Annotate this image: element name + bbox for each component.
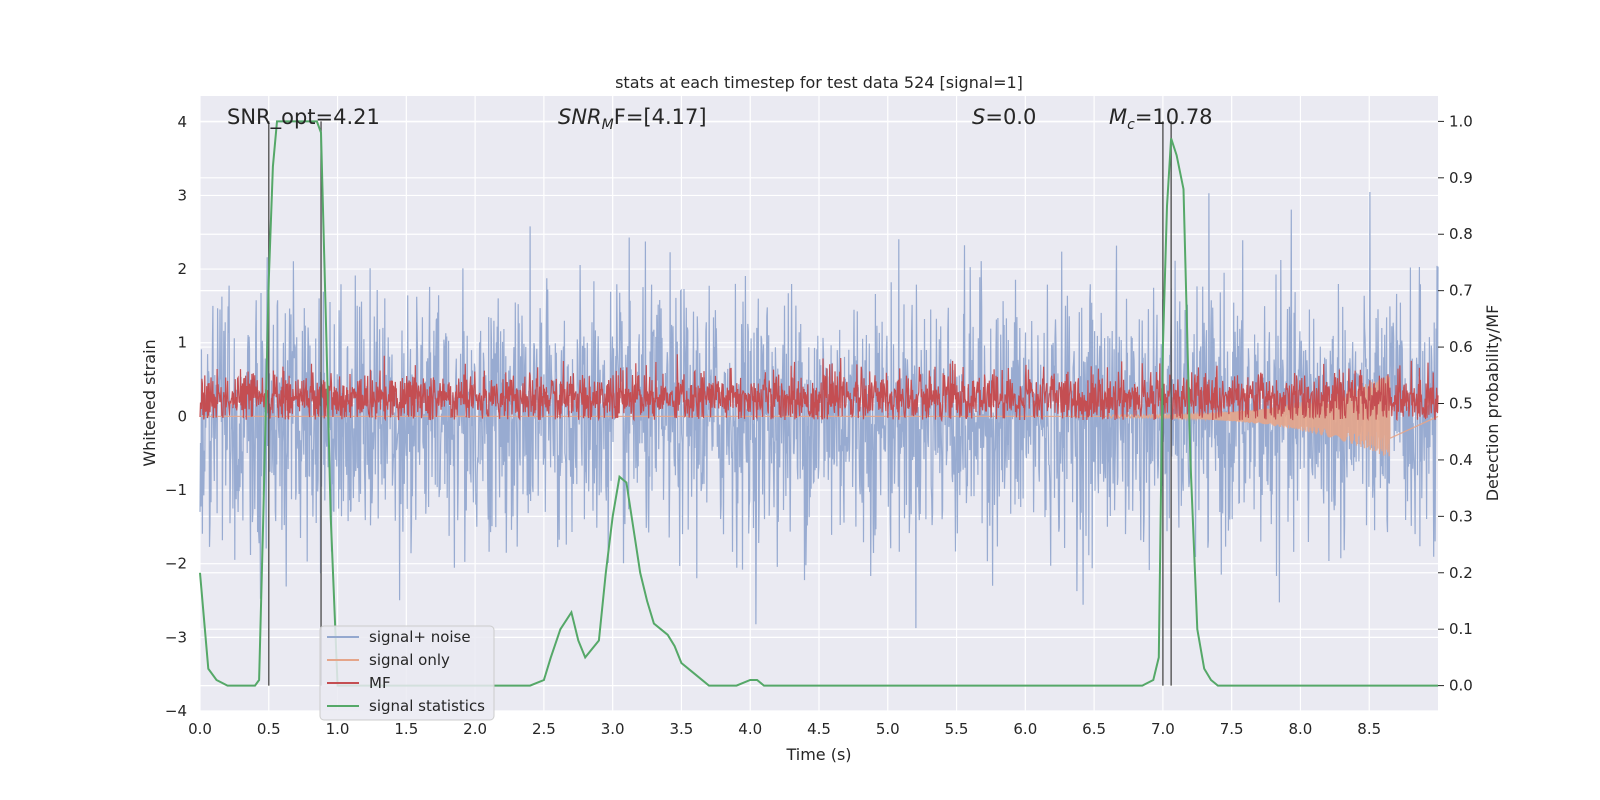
series-mf [199,354,1439,423]
y-tick-label-3: 1 [177,334,187,352]
x-tick-label-2: 1.0 [326,720,350,738]
y2-tick-label-9: 0.1 [1449,620,1473,638]
y-tick-label-1: 3 [177,186,187,204]
x-tick-label-12: 6.0 [1013,720,1037,738]
signal-statistics-line [199,120,1438,687]
x-tick-label-16: 8.0 [1289,720,1313,738]
y2-tick-label-6: 0.4 [1449,451,1473,469]
y2-tick-label-2: 0.8 [1449,225,1473,243]
x-tick-label-10: 5.0 [876,720,900,738]
y-tick-label-5: −1 [165,481,187,499]
x-tick-label-5: 2.5 [532,720,556,738]
y2-tick-label-10: 0.0 [1449,677,1473,695]
y-tick-label-0: 4 [177,113,187,131]
annotation-mc: Mc=10.78 [1109,105,1213,133]
x-tick-label-7: 3.5 [670,720,694,738]
annotation-snr-opt: SNR_opt=4.21 [227,105,380,130]
x-tick-label-9: 4.5 [807,720,831,738]
x-tick-label-14: 7.0 [1151,720,1175,738]
y2-tick-label-8: 0.2 [1449,564,1473,582]
signal-noise-line [199,191,1439,629]
y-axis-label: Whitened strain [140,339,159,466]
chart-title: stats at each timestep for test data 524… [615,73,1023,92]
y-tick-label-8: −4 [165,702,187,720]
x-tick-label-3: 1.5 [394,720,418,738]
legend-label-signal-noise: signal+ noise [369,628,471,646]
y-tick-label-4: 0 [177,407,187,425]
legend-box [319,625,495,721]
series-signal-statistics [199,120,1438,687]
x-tick-label-0: 0.0 [188,720,212,738]
x-tick-label-17: 8.5 [1357,720,1381,738]
x-tick-label-15: 7.5 [1220,720,1244,738]
series-signal-noise [199,191,1439,629]
x-tick-label-8: 4.0 [738,720,762,738]
y2-tick-label-4: 0.6 [1449,338,1473,356]
y-tick-label-6: −2 [165,555,187,573]
x-tick-label-13: 6.5 [1082,720,1106,738]
y2-tick-label-3: 0.7 [1449,282,1473,300]
mf-line [199,354,1439,423]
legend-label-signal-statistics: signal statistics [369,697,485,715]
x-axis-label: Time (s) [785,745,851,764]
legend-label-mf: MF [369,674,391,692]
annotation-snr-mf: SNRMF=[4.17] [558,105,707,133]
x-tick-label-11: 5.5 [945,720,969,738]
y2-axis-label: Detection probability/MF [1483,305,1502,502]
x-tick-label-6: 3.0 [601,720,625,738]
tick-labels: 0.0 0.5 1.0 1.5 2.0 2.5 3.0 3.5 4.0 4.5 5.0 5.5 6.0 6… [165,112,1473,738]
y2-tick-label-1: 0.9 [1449,169,1473,187]
x-tick-label-4: 2.0 [463,720,487,738]
y2-tick-label-0: 1.0 [1449,112,1473,130]
y2-tick-label-7: 0.3 [1449,507,1473,525]
annotation-s: S=0.0 [972,105,1036,129]
y2-tick-label-5: 0.5 [1449,395,1473,413]
y-tick-label-2: 2 [177,260,187,278]
legend: signal+ noise signal only MF signal stat… [319,625,495,721]
y-tick-label-7: −3 [165,628,187,646]
legend-label-signal-only: signal only [369,651,450,669]
x-tick-label-1: 0.5 [257,720,281,738]
